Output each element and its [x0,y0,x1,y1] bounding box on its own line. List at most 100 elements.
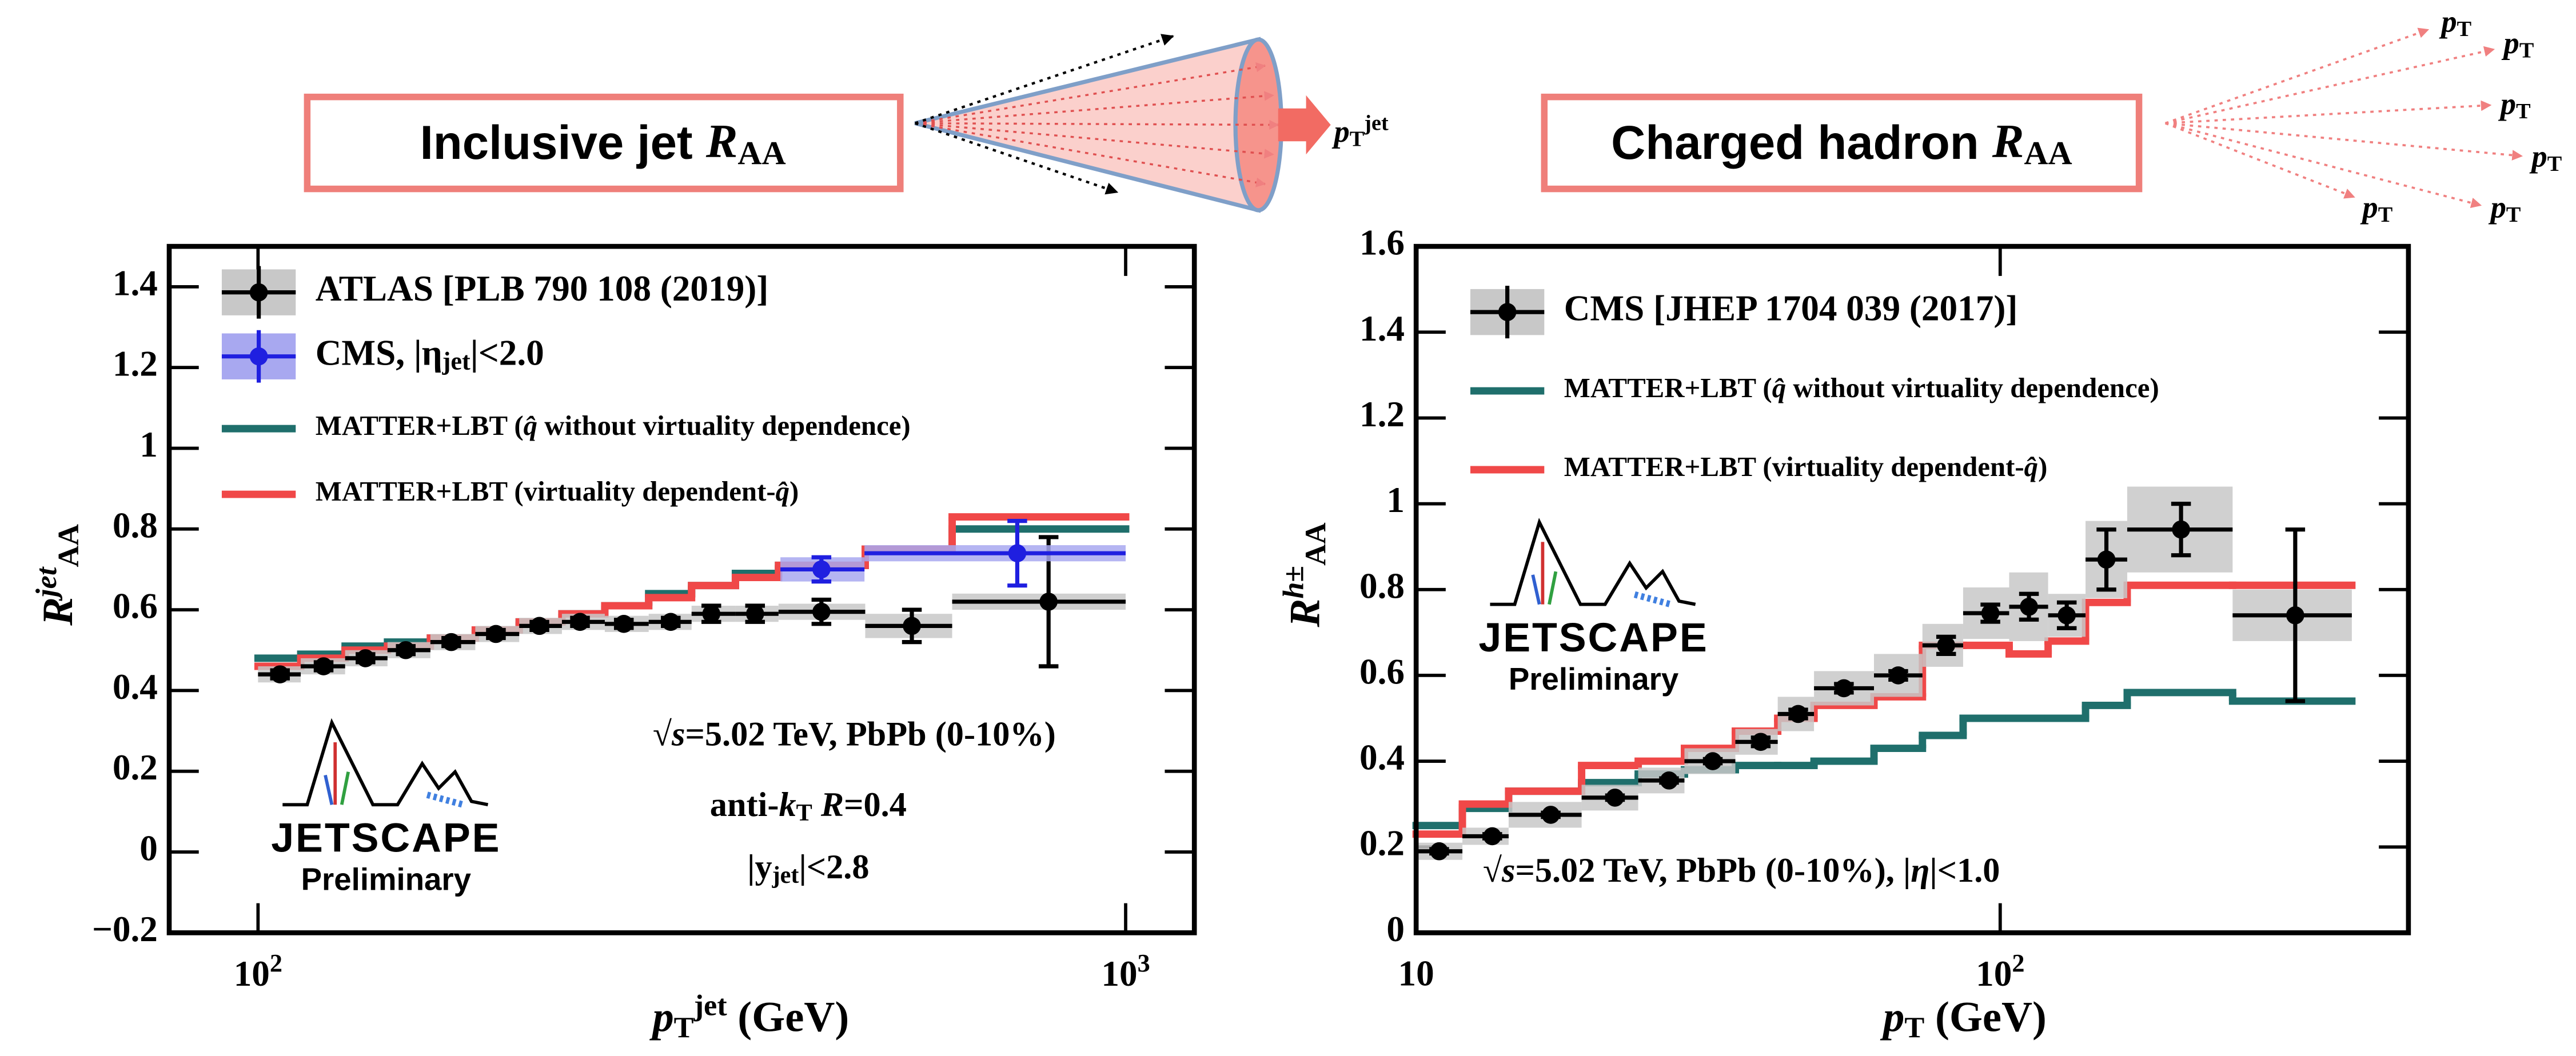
data-point [1008,544,1027,562]
text-part: jet [442,347,470,375]
data-point [571,613,589,631]
text-part: AA [737,134,785,171]
momentum-label: pTjet [1331,111,1388,151]
text-part: k [779,786,796,824]
text-part: |<2.8 [799,848,869,886]
data-point [1660,771,1678,790]
text-part: T [2378,203,2393,227]
data-point [396,641,415,659]
text-part [812,786,821,824]
text-part: without virtuality dependence) [537,410,911,441]
text-part: p [649,994,673,1041]
y-tick-label: 0 [139,829,158,869]
text-part: MATTER+LBT (virtuality dependent- [1564,451,2024,482]
logo-text: JETSCAPE [271,815,501,861]
annotation: anti-kT R=0.4 [710,786,907,826]
x-tick-label: 10 [1398,953,1434,993]
text-part: ) [2038,451,2047,482]
data-point [487,625,505,643]
data-point [314,657,333,675]
text-part: MATTER+LBT ( [316,410,524,441]
text-part: AA [52,524,85,567]
text-part: jet [693,989,728,1022]
text-part: p [2489,189,2506,224]
logo-subtext: Preliminary [301,862,472,897]
text-part: 10 [1101,953,1137,993]
x-tick-label: 102 [234,949,282,993]
text-part: s [671,715,685,753]
text-part: =5.02 TeV, PbPb (0-10%) [685,715,1055,753]
legend-swatch [1498,303,1517,321]
text-part: s [1501,851,1515,890]
annotation: √s=5.02 TeV, PbPb (0-10%) [653,715,1056,753]
banner-title: Charged hadron RAA [1611,115,2072,171]
y-tick-label: 0 [1386,909,1405,949]
data-point [745,605,764,623]
data-point [2020,597,2038,616]
text-part: √ [653,715,672,753]
text-part: h± [1277,566,1310,599]
text-part: T [2519,39,2534,63]
momentum-label: pT [2360,189,2392,227]
y-tick-label: 0.2 [113,747,158,787]
text-part: q̂ [524,410,537,441]
data-point [270,665,289,683]
y-tick-label: −0.2 [92,909,158,949]
text-part: R [820,786,844,824]
annotation: |yjet|<2.8 [747,848,869,889]
text-part: T [1904,1011,1924,1044]
legend-label: MATTER+LBT (virtuality dependent-q̂) [1564,451,2048,482]
y-tick-label: 1.4 [113,263,158,303]
text-part: MATTER+LBT (virtuality dependent- [316,475,776,507]
text-part: 3 [1138,949,1150,977]
annotation: √s=5.02 TeV, PbPb (0-10%), |η|<1.0 [1483,851,2000,890]
y-tick-label: 0.6 [1359,651,1405,691]
data-point [812,560,831,579]
data-point [2057,606,2076,625]
text-part: p [2439,4,2457,39]
momentum-label: pT [2439,4,2471,42]
y-tick-label: 0.4 [113,667,158,707]
x-axis-label: pTjet (GeV) [649,989,849,1044]
data-point [1430,842,1449,861]
legend-swatch [249,283,268,302]
legend-label: MATTER+LBT (q̂ without virtuality depend… [316,410,911,441]
data-point [661,613,680,631]
text-part: T [674,1011,694,1044]
text-part: η [1911,851,1929,890]
logo-mark [426,791,464,808]
text-part: T [796,799,812,826]
text-part: =0.4 [844,786,907,824]
x-axis-label: pT (GeV) [1880,994,2047,1044]
data-point [2172,520,2190,539]
data-point [2097,550,2116,569]
text-part: 10 [1976,953,2012,993]
data-point [1789,705,1808,723]
y-tick-label: 0.8 [1359,566,1405,606]
plot-frame [1413,243,2411,935]
text-part: p [2502,25,2519,60]
legend-label: CMS [JHEP 1704 039 (2017)] [1564,289,2018,329]
logo-mark [1490,518,1696,606]
text-part: p [2360,189,2378,224]
y-tick-label: 1.2 [1359,394,1405,434]
legend-label: MATTER+LBT (virtuality dependent-q̂) [316,475,799,507]
text-part: T [1350,127,1364,151]
text-part: (GeV) [727,994,850,1041]
y-tick-label: 0.4 [1359,738,1405,778]
momentum-label: pT [2498,86,2531,123]
y-tick-label: 1 [139,425,158,465]
y-tick-label: 0.8 [113,505,158,545]
text-part: T [2547,152,2562,176]
text-part: q̂ [1772,372,1786,403]
text-part: R [1992,115,2024,168]
text-part: 2 [2012,949,2024,977]
data-point [1704,752,1722,770]
text-part: Inclusive jet [420,116,706,169]
legend-swatch [249,347,268,366]
data-point [1039,593,1058,611]
text-part: T [2457,17,2472,41]
data-point [1981,604,2000,622]
text-part: R [705,115,738,168]
text-part: AA [1299,522,1332,566]
